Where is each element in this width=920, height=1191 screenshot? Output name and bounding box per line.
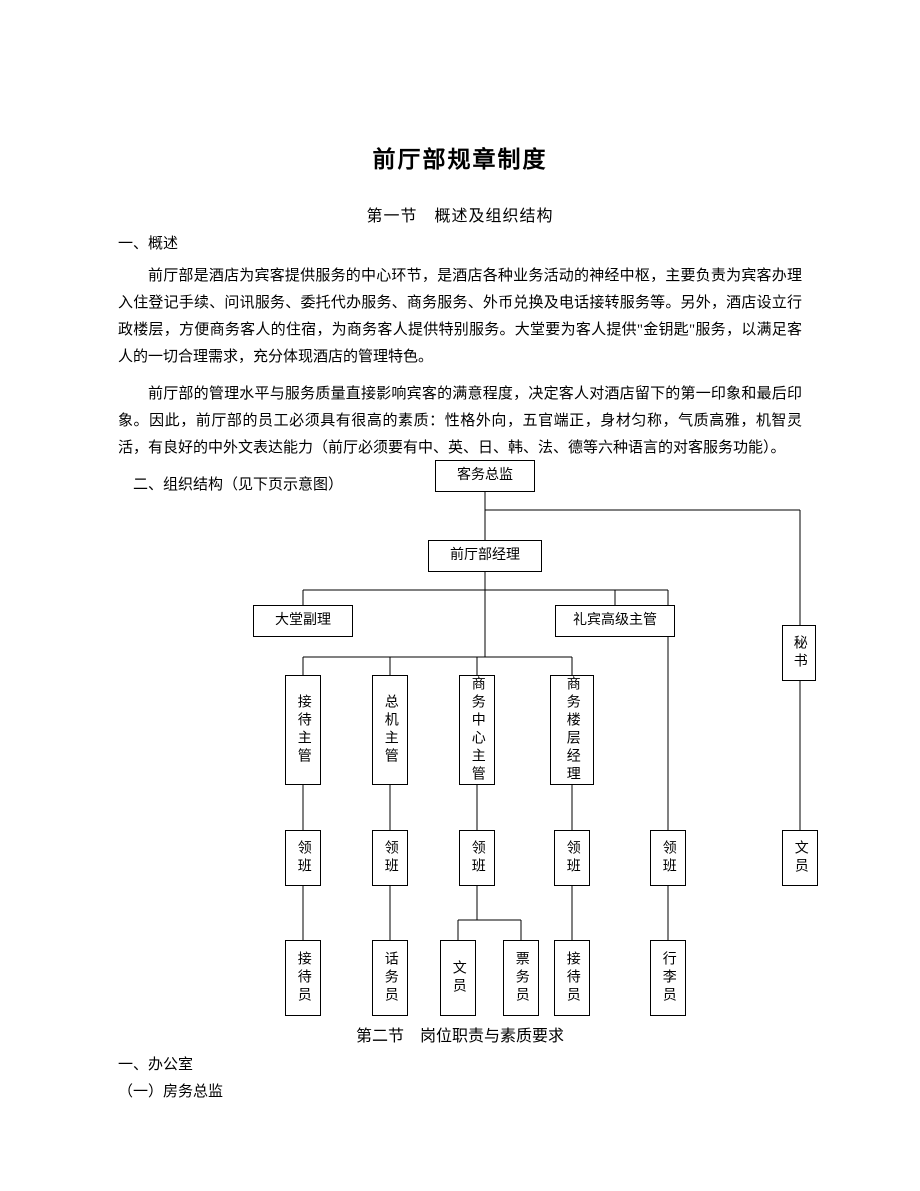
org-node-sup3: 商务中心主管: [459, 675, 495, 785]
org-node-bt5: 行李员: [650, 940, 686, 1016]
org-node-bt2: 话务员: [372, 940, 408, 1016]
org-node-ld1: 领班: [285, 830, 321, 886]
org-node-sup2: 总机主管: [372, 675, 408, 785]
org-node-ld2: 领班: [372, 830, 408, 886]
bottom-line-2: （一）房务总监: [118, 1079, 223, 1106]
bottom-block: 一、办公室 （一）房务总监: [118, 1052, 223, 1106]
org-node-sup4: 商务楼层经理: [550, 675, 594, 785]
org-node-mgr: 前厅部经理: [428, 540, 542, 572]
org-node-bt1: 接待员: [285, 940, 321, 1016]
section1-title: 第一节 概述及组织结构: [0, 202, 920, 226]
org-node-sup1: 接待主管: [285, 675, 321, 785]
org-node-clk: 文员: [782, 830, 818, 886]
doc-title: 前厅部规章制度: [0, 0, 920, 174]
org-node-bt3b: 票务员: [503, 940, 539, 1016]
paragraph-1: 前厅部是酒店为宾客提供服务的中心环节，是酒店各种业务活动的神经中枢，主要负责为宾…: [0, 263, 920, 371]
heading-1: 一、概述: [0, 232, 920, 253]
org-node-ld5: 领班: [650, 830, 686, 886]
org-node-conc: 礼宾高级主管: [555, 605, 675, 637]
org-node-bt3a: 文员: [440, 940, 476, 1016]
bottom-line-1: 一、办公室: [118, 1052, 223, 1079]
org-node-sec: 秘书: [782, 625, 816, 681]
org-node-ld3: 领班: [459, 830, 495, 886]
org-node-dir: 客务总监: [435, 460, 535, 492]
org-node-ld4: 领班: [554, 830, 590, 886]
page-container: 前厅部规章制度 第一节 概述及组织结构 一、概述 前厅部是酒店为宾客提供服务的中…: [0, 0, 920, 1191]
section2-title: 第二节 岗位职责与素质要求: [0, 1022, 920, 1046]
org-chart: 客务总监前厅部经理大堂副理 礼宾高级主管秘书接待主管 总机主管 商务中心主管 商务楼层经…: [0, 450, 920, 1050]
org-node-lobby: 大堂副理: [253, 605, 353, 637]
org-node-bt4: 接待员: [554, 940, 590, 1016]
